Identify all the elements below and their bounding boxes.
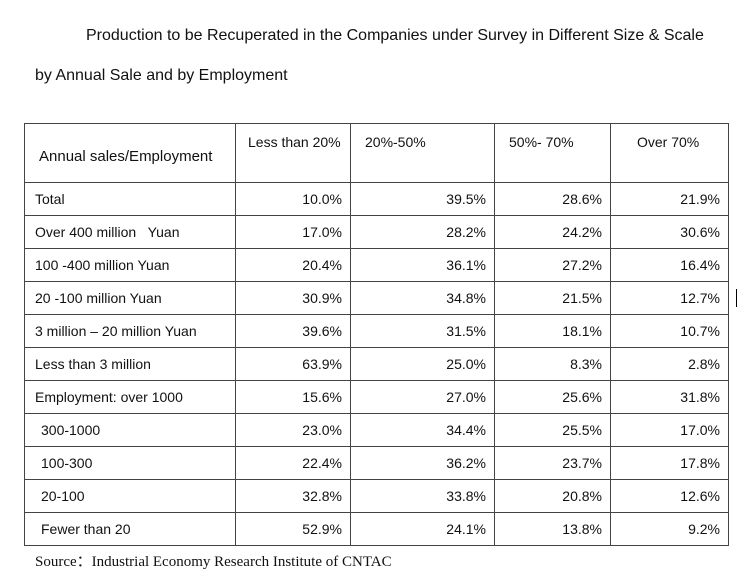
cell-value: 23.7% [494, 446, 611, 480]
row-label: Fewer than 20 [24, 512, 236, 546]
table-row: Total 10.0% 39.5% 28.6% 21.9% [24, 182, 729, 216]
cell-value: 52.9% [235, 512, 351, 546]
cell-value: 21.5% [494, 281, 611, 315]
cell-value: 21.9% [610, 182, 729, 216]
row-label: Less than 3 million [24, 347, 236, 381]
cell-value: 10.0% [235, 182, 351, 216]
table-row: 300-1000 23.0% 34.4% 25.5% 17.0% [24, 413, 729, 447]
row-label: 3 million – 20 million Yuan [24, 314, 236, 348]
cell-value: 10.7% [610, 314, 729, 348]
cell-value: 27.0% [350, 380, 495, 414]
cell-value: 8.3% [494, 347, 611, 381]
cell-value: 27.2% [494, 248, 611, 282]
cell-value: 16.4% [610, 248, 729, 282]
cell-value: 30.6% [610, 215, 729, 249]
cell-value: 24.2% [494, 215, 611, 249]
row-label: 20 -100 million Yuan [24, 281, 236, 315]
header-col-4: Over 70% [610, 123, 729, 183]
table-row: 20-100 32.8% 33.8% 20.8% 12.6% [24, 479, 729, 513]
cell-value: 17.8% [610, 446, 729, 480]
cell-value: 9.2% [610, 512, 729, 546]
cell-value: 34.4% [350, 413, 495, 447]
header-col-4-label: Over 70% [637, 134, 700, 150]
cell-value: 20.8% [494, 479, 611, 513]
header-category-label: Annual sales/Employment [39, 148, 213, 165]
title-line-1: Production to be Recuperated in the Comp… [86, 27, 704, 44]
cell-value: 25.6% [494, 380, 611, 414]
cell-value: 17.0% [235, 215, 351, 249]
cell-value: 12.7% [610, 281, 729, 315]
cell-value: 18.1% [494, 314, 611, 348]
cell-value: 36.1% [350, 248, 495, 282]
cell-value: 23.0% [235, 413, 351, 447]
header-col-3: 50%- 70% [494, 123, 611, 183]
cell-value: 30.9% [235, 281, 351, 315]
table-row: 100-300 22.4% 36.2% 23.7% 17.8% [24, 446, 729, 480]
source-note: Source：Industrial Economy Research Insti… [35, 554, 392, 570]
row-label: Employment: over 1000 [24, 380, 236, 414]
cell-value: 63.9% [235, 347, 351, 381]
row-label: Over 400 million Yuan [24, 215, 236, 249]
cell-value: 28.6% [494, 182, 611, 216]
cell-value: 39.6% [235, 314, 351, 348]
header-row: Annual sales/Employment Less than 20% 20… [24, 123, 729, 183]
data-table: Annual sales/Employment Less than 20% 20… [24, 123, 729, 546]
text-cursor [736, 289, 737, 307]
table-row: 20 -100 million Yuan 30.9% 34.8% 21.5% 1… [24, 281, 729, 315]
cell-value: 32.8% [235, 479, 351, 513]
cell-value: 28.2% [350, 215, 495, 249]
table-row: 100 -400 million Yuan 20.4% 36.1% 27.2% … [24, 248, 729, 282]
row-label: 20-100 [24, 479, 236, 513]
cell-value: 15.6% [235, 380, 351, 414]
cell-value: 39.5% [350, 182, 495, 216]
table-row: 3 million – 20 million Yuan 39.6% 31.5% … [24, 314, 729, 348]
cell-value: 31.8% [610, 380, 729, 414]
row-label: Total [24, 182, 236, 216]
table-row: Over 400 million Yuan 17.0% 28.2% 24.2% … [24, 215, 729, 249]
header-col-1: Less than 20% [235, 123, 351, 183]
table-row: Employment: over 1000 15.6% 27.0% 25.6% … [24, 380, 729, 414]
cell-value: 34.8% [350, 281, 495, 315]
row-label: 300-1000 [24, 413, 236, 447]
cell-value: 31.5% [350, 314, 495, 348]
header-category: Annual sales/Employment [24, 123, 236, 183]
cell-value: 24.1% [350, 512, 495, 546]
header-col-2-label: 20%-50% [365, 134, 426, 150]
row-label: 100 -400 million Yuan [24, 248, 236, 282]
table-row: Fewer than 20 52.9% 24.1% 13.8% 9.2% [24, 512, 729, 546]
cell-value: 22.4% [235, 446, 351, 480]
header-col-2: 20%-50% [350, 123, 495, 183]
cell-value: 12.6% [610, 479, 729, 513]
cell-value: 20.4% [235, 248, 351, 282]
cell-value: 2.8% [610, 347, 729, 381]
header-col-1-label: Less than 20% [248, 134, 341, 150]
row-label: 100-300 [24, 446, 236, 480]
cell-value: 25.5% [494, 413, 611, 447]
cell-value: 25.0% [350, 347, 495, 381]
cell-value: 13.8% [494, 512, 611, 546]
cell-value: 36.2% [350, 446, 495, 480]
title-line-2: by Annual Sale and by Employment [35, 67, 288, 84]
table-row: Less than 3 million 63.9% 25.0% 8.3% 2.8… [24, 347, 729, 381]
cell-value: 17.0% [610, 413, 729, 447]
header-col-3-label: 50%- 70% [509, 134, 574, 150]
cell-value: 33.8% [350, 479, 495, 513]
